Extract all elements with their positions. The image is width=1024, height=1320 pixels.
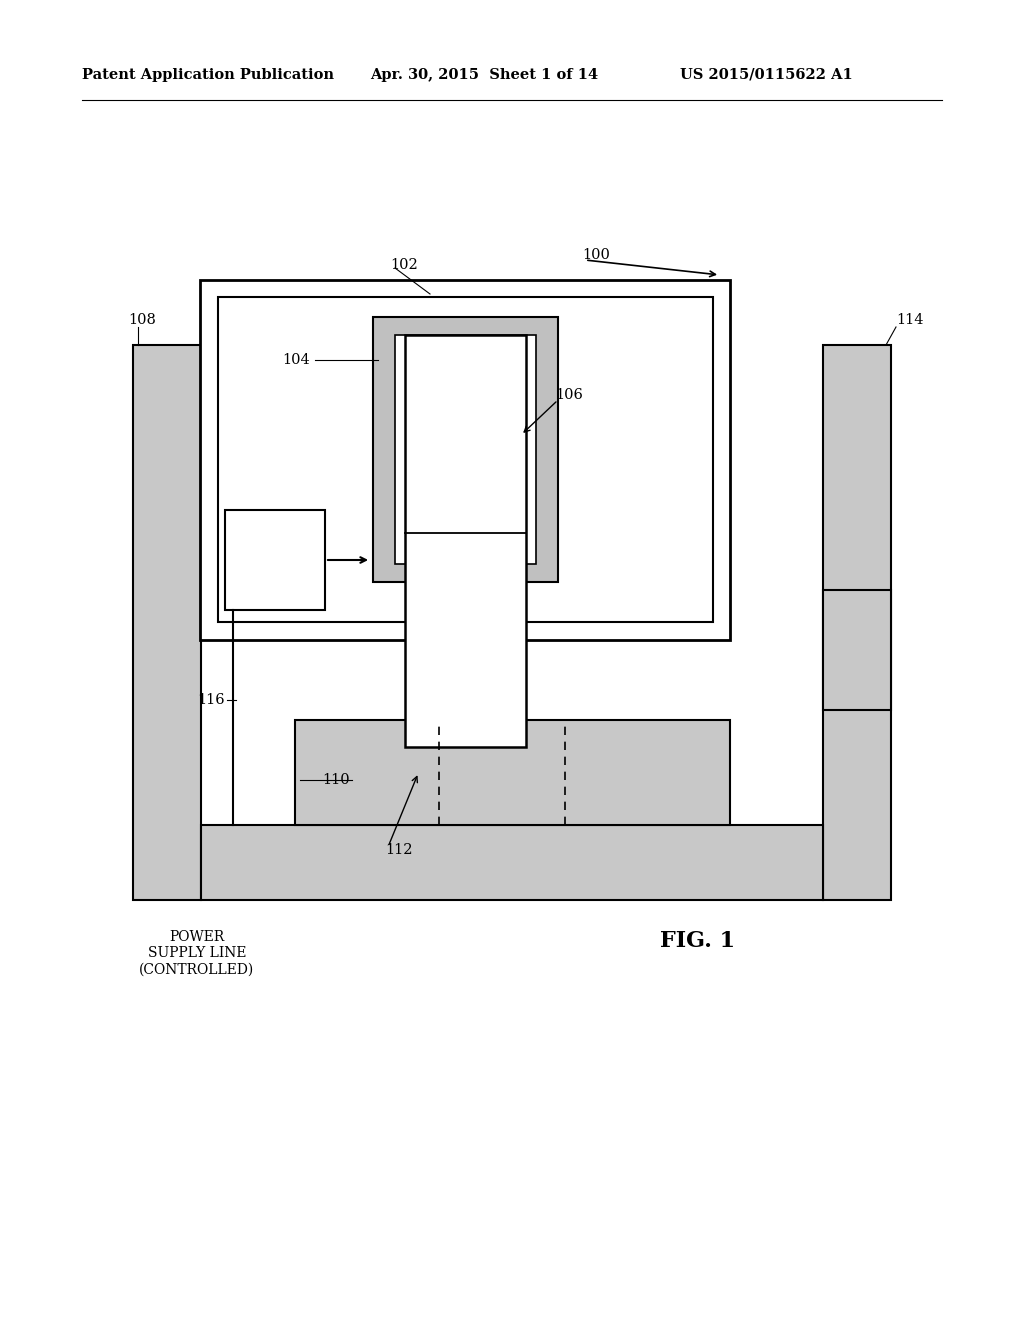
Text: Apr. 30, 2015  Sheet 1 of 14: Apr. 30, 2015 Sheet 1 of 14 bbox=[370, 69, 598, 82]
Text: 112: 112 bbox=[385, 843, 413, 857]
Bar bbox=[823, 590, 891, 710]
Text: 100: 100 bbox=[582, 248, 610, 261]
Bar bbox=[133, 345, 201, 900]
Bar bbox=[406, 335, 526, 747]
Text: 114: 114 bbox=[896, 313, 924, 327]
Text: 116: 116 bbox=[198, 693, 225, 708]
Text: US 2015/0115622 A1: US 2015/0115622 A1 bbox=[680, 69, 853, 82]
Text: POWER
SUPPLY LINE
(CONTROLLED): POWER SUPPLY LINE (CONTROLLED) bbox=[139, 931, 255, 977]
Text: 104: 104 bbox=[283, 352, 310, 367]
Bar bbox=[395, 335, 536, 564]
Bar bbox=[373, 317, 558, 582]
Text: 110: 110 bbox=[323, 774, 350, 787]
Bar bbox=[823, 345, 891, 900]
Bar bbox=[200, 280, 730, 640]
Text: 102: 102 bbox=[390, 257, 418, 272]
Bar bbox=[225, 510, 325, 610]
Text: 106: 106 bbox=[555, 388, 583, 403]
Text: 108: 108 bbox=[128, 313, 156, 327]
Bar bbox=[201, 825, 823, 900]
Text: FIG. 1: FIG. 1 bbox=[660, 931, 735, 952]
Text: Patent Application Publication: Patent Application Publication bbox=[82, 69, 334, 82]
Bar bbox=[218, 297, 713, 622]
Bar bbox=[295, 719, 730, 825]
